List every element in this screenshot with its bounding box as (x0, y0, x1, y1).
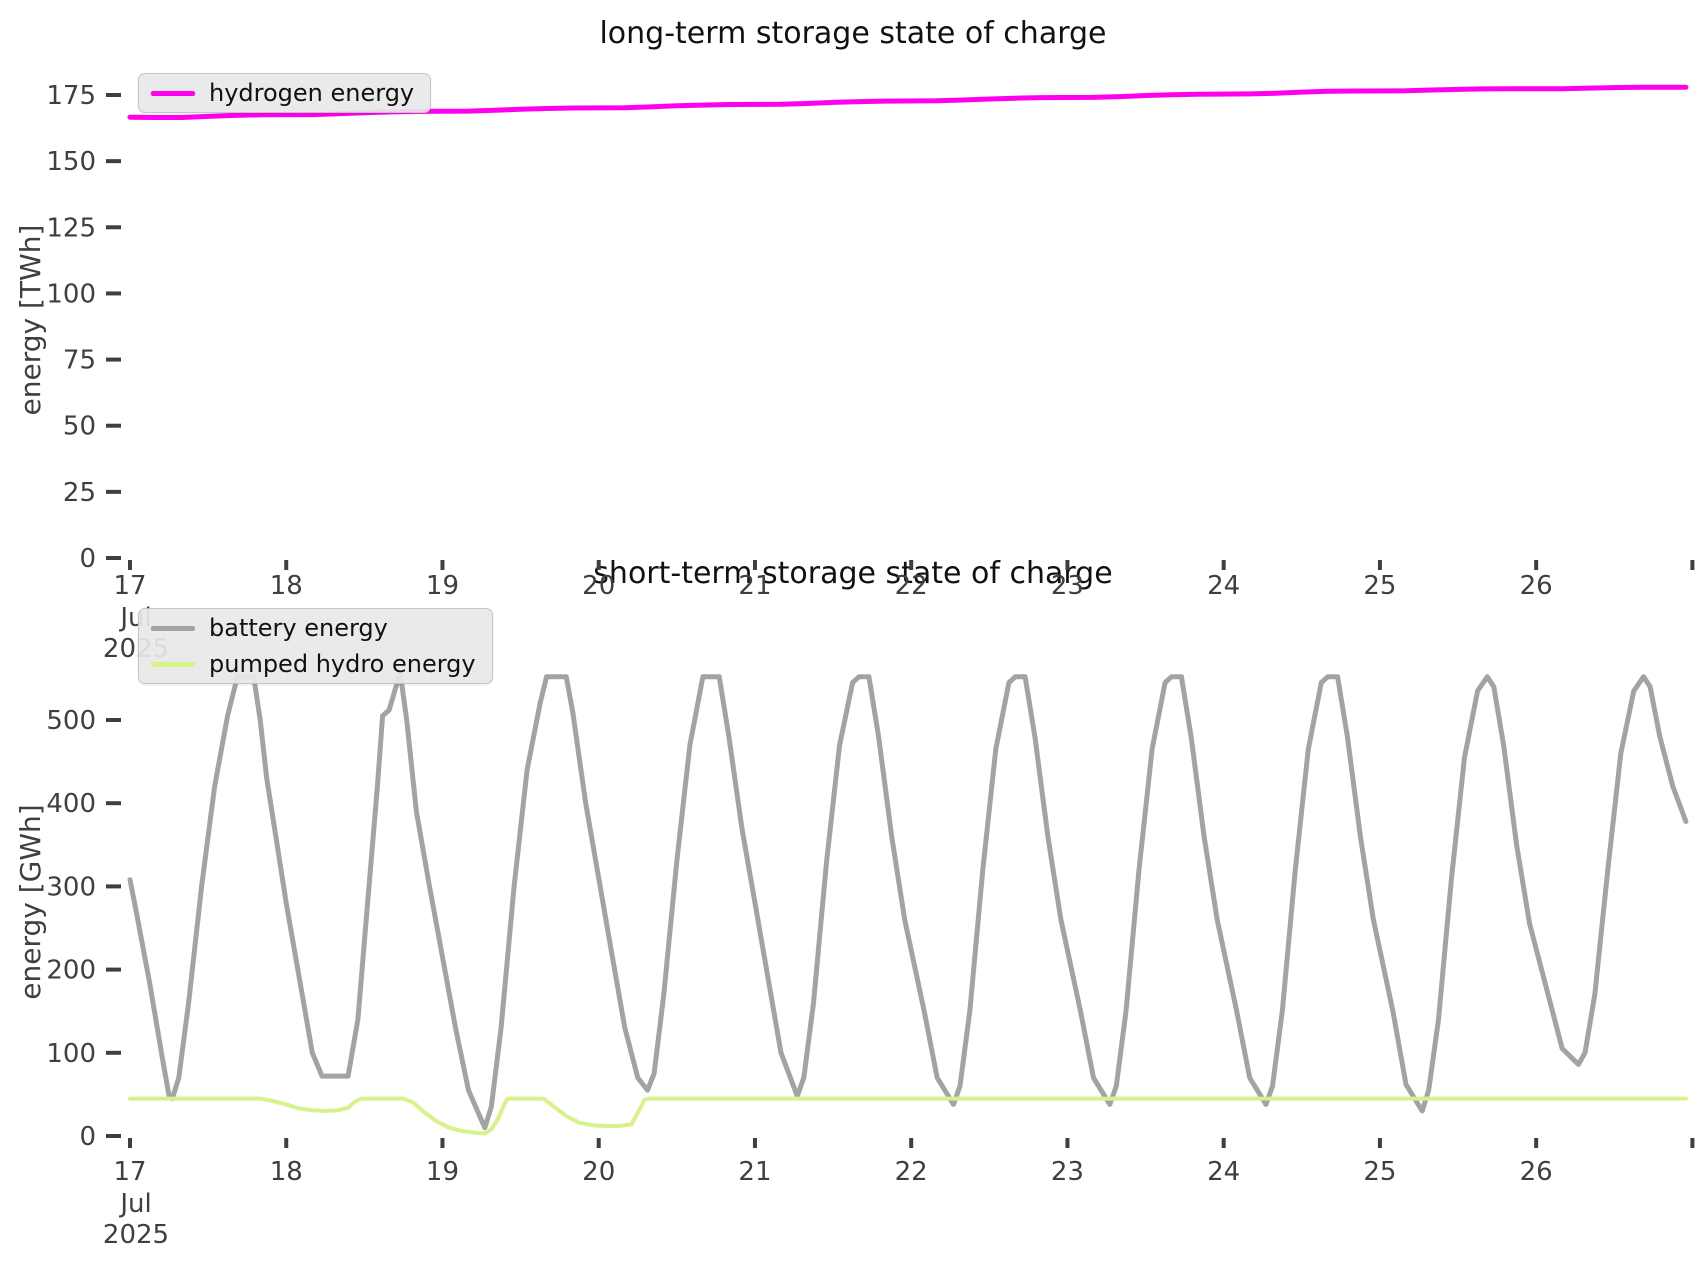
x-tick-label: 18 (270, 571, 303, 601)
x-tick-label: 18 (270, 1157, 303, 1187)
battery-energy-line (127, 670, 1689, 1131)
y-tick-label: 75 (63, 346, 96, 376)
y-tick-label: 100 (46, 279, 96, 309)
x-tick-label: 22 (895, 1157, 928, 1187)
y-tick-label: 0 (79, 544, 96, 574)
x-tick-label: 23 (1051, 571, 1084, 601)
x-tick-label: 21 (738, 1157, 771, 1187)
bottom-chart-title: short-term storage state of charge (593, 556, 1113, 591)
legend-item-hydrogen-energy: hydrogen energy (151, 79, 414, 107)
x-tick-label: 22 (895, 571, 928, 601)
y-tick-label: 100 (46, 1039, 96, 1069)
pumped-hydro-energy-line-sample (151, 661, 195, 667)
x-tick-label: 17 (113, 571, 146, 601)
x-tick-label: 17 (113, 1157, 146, 1187)
hydrogen-energy-line-sample (151, 90, 195, 96)
bottom-chart-legend: battery energy pumped hydro energy (138, 608, 493, 684)
x-tick-label: 21 (738, 571, 771, 601)
battery-energy-line-sample (151, 625, 195, 631)
y-tick-label: 200 (46, 956, 96, 986)
x-tick-label: 20 (582, 571, 615, 601)
legend-label-pumped-hydro-energy: pumped hydro energy (209, 650, 476, 678)
x-tick-label: 19 (426, 571, 459, 601)
y-tick-label: 500 (46, 706, 96, 736)
top-chart-title: long-term storage state of charge (599, 16, 1107, 51)
x-tick-label: 26 (1520, 571, 1553, 601)
x-tick-label: 25 (1363, 1157, 1396, 1187)
x-tick-label: 24 (1207, 571, 1240, 601)
legend-item-battery-energy: battery energy (151, 614, 476, 642)
x-axis-date-sublabel: 2025 (103, 1220, 169, 1250)
y-tick-label: 0 (79, 1122, 96, 1152)
y-tick-label: 25 (63, 478, 96, 508)
y-tick-label: 300 (46, 872, 96, 902)
legend-label-battery-energy: battery energy (209, 614, 388, 642)
x-tick-label: 26 (1520, 1157, 1553, 1187)
x-tick-label: 24 (1207, 1157, 1240, 1187)
legend-item-pumped-hydro-energy: pumped hydro energy (151, 650, 476, 678)
x-tick-label: 20 (582, 1157, 615, 1187)
x-tick-label: 23 (1051, 1157, 1084, 1187)
x-axis-date-sublabel: Jul (118, 1189, 151, 1219)
x-tick-label: 25 (1363, 571, 1396, 601)
y-tick-label: 125 (46, 213, 96, 243)
y-tick-label: 150 (46, 147, 96, 177)
y-tick-label: 175 (46, 81, 96, 111)
y-tick-label: 400 (46, 789, 96, 819)
x-tick-label: 19 (426, 1157, 459, 1187)
legend-label-hydrogen-energy: hydrogen energy (209, 79, 415, 107)
pumped-hydro-energy-line (128, 1096, 1688, 1136)
y-tick-label: 50 (63, 412, 96, 442)
top-chart-legend: hydrogen energy (138, 73, 432, 113)
